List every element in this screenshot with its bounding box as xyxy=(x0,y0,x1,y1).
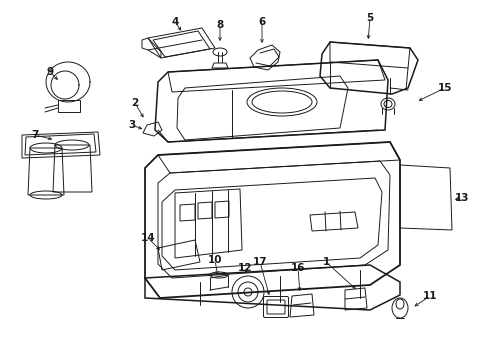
Text: 6: 6 xyxy=(258,17,265,27)
Text: 15: 15 xyxy=(437,83,451,93)
Text: 16: 16 xyxy=(290,263,305,273)
Text: 13: 13 xyxy=(454,193,468,203)
Text: 10: 10 xyxy=(207,255,222,265)
Text: 4: 4 xyxy=(171,17,178,27)
Text: 9: 9 xyxy=(46,67,54,77)
Text: 12: 12 xyxy=(237,263,252,273)
Text: 11: 11 xyxy=(422,291,436,301)
Text: 7: 7 xyxy=(31,130,39,140)
Text: 8: 8 xyxy=(216,20,223,30)
Text: 2: 2 xyxy=(131,98,138,108)
Text: 1: 1 xyxy=(322,257,329,267)
Text: 14: 14 xyxy=(141,233,155,243)
Text: 5: 5 xyxy=(366,13,373,23)
Text: 17: 17 xyxy=(252,257,267,267)
Text: 3: 3 xyxy=(128,120,135,130)
